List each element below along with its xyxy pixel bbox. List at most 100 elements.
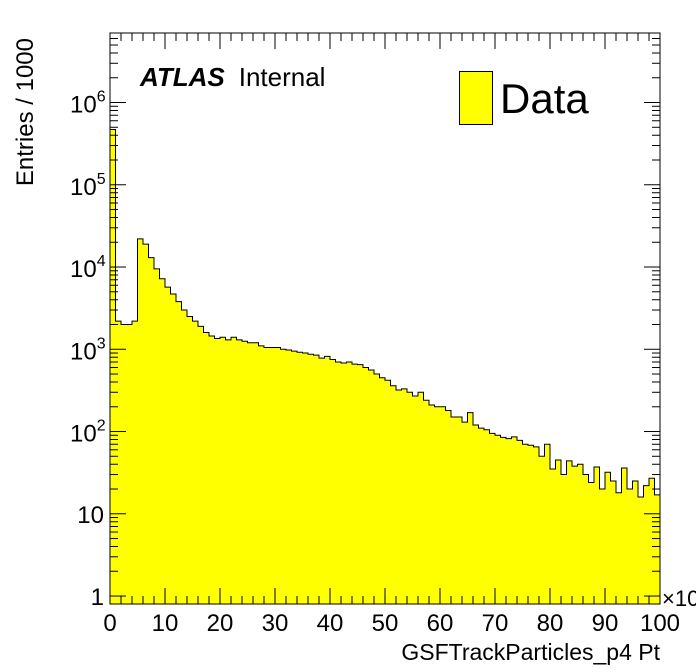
y-tick-labels: 1 10 102 103 104 105 106	[70, 89, 106, 612]
histogram-bar	[110, 129, 116, 605]
histogram-bar	[456, 417, 463, 604]
histogram-bar	[209, 335, 215, 604]
histogram-bar	[137, 238, 144, 604]
histogram-bar	[390, 385, 397, 604]
histogram-bar	[555, 460, 562, 604]
histogram-bar	[352, 364, 358, 604]
histogram-bar	[594, 467, 600, 604]
histogram-bars	[110, 129, 661, 605]
histogram-bar	[159, 278, 166, 604]
histogram-bar	[176, 301, 182, 604]
histogram-bar	[473, 425, 479, 604]
histogram-bar	[599, 489, 606, 604]
histogram-bar	[341, 363, 347, 604]
histogram-bar	[418, 392, 424, 604]
x-tick-label: 20	[207, 610, 234, 637]
histogram-bar	[335, 362, 342, 604]
x-tick-label: 80	[537, 610, 564, 637]
histogram-outline	[109, 128, 661, 604]
histogram-bar	[170, 293, 177, 604]
histogram-bar	[253, 342, 259, 604]
histogram-bar	[154, 268, 160, 604]
histogram-bar	[280, 349, 287, 604]
histogram-bar	[275, 347, 281, 604]
atlas-label: ATLAS Internal	[140, 62, 325, 93]
atlas-experiment-label: ATLAS	[140, 62, 225, 92]
histogram-bar	[231, 337, 237, 604]
histogram-bar	[379, 377, 386, 604]
x-tick-labels: 0 10 20 30 40 50 60 70 80 90 100	[103, 610, 680, 637]
x-tick-label: 0	[103, 610, 116, 637]
histogram-bar	[616, 492, 622, 604]
histogram-bar	[423, 400, 430, 604]
histogram-bar	[412, 396, 419, 604]
histogram-bar	[429, 405, 435, 604]
histogram-bar	[126, 324, 133, 604]
histogram-bar	[374, 374, 380, 604]
histogram-bar	[484, 429, 490, 604]
histogram-bar	[297, 352, 303, 604]
x-tick-label: 90	[592, 610, 619, 637]
histogram-bar	[203, 332, 210, 604]
histogram-bar	[440, 406, 446, 604]
histogram-bar	[187, 316, 193, 604]
histogram-bar	[225, 339, 232, 604]
histogram-bar	[445, 410, 452, 604]
histogram-bar	[121, 324, 127, 604]
histogram-bar	[324, 356, 331, 604]
histogram-bar	[242, 341, 248, 604]
x-tick-label: 10	[152, 610, 179, 637]
histogram-bar	[478, 428, 485, 604]
histogram-bar	[462, 422, 468, 604]
x-tick-label: 50	[372, 610, 399, 637]
histogram-bar	[528, 445, 534, 604]
histogram-bar	[632, 481, 639, 604]
histogram-bar	[610, 481, 617, 604]
histogram-bar	[533, 446, 540, 604]
histogram-bar	[192, 321, 199, 604]
histogram-bar	[346, 362, 353, 604]
histogram-bar	[451, 417, 457, 604]
x-tick-label: 60	[427, 610, 454, 637]
y-tick-label: 102	[70, 418, 106, 448]
x-tick-label: 100	[640, 610, 680, 637]
histogram-bar	[220, 337, 226, 604]
histogram-bar	[132, 321, 138, 604]
histogram-bar	[286, 349, 292, 604]
histogram-bar	[649, 478, 655, 604]
x-axis-multiplier: ×10³	[662, 586, 696, 611]
histogram-bar	[550, 469, 556, 604]
histogram-bar	[434, 406, 441, 604]
histogram-bar	[572, 466, 578, 604]
x-tick-label: 30	[262, 610, 289, 637]
histogram-bar	[396, 389, 402, 604]
y-tick-label: 1	[91, 584, 104, 611]
histogram-bar	[654, 494, 661, 604]
histogram-bar	[621, 468, 628, 604]
histogram-bar	[115, 321, 122, 604]
histogram-bar	[522, 444, 529, 604]
y-tick-label: 10	[77, 502, 104, 529]
histogram-bar	[258, 345, 265, 604]
histogram-bar	[467, 412, 474, 604]
histogram-bar	[517, 440, 523, 604]
histogram-bar	[407, 392, 413, 604]
histogram-bar	[588, 482, 595, 604]
histogram-bar	[401, 388, 408, 604]
histogram-bar	[214, 338, 221, 604]
histogram-bar	[638, 496, 644, 604]
y-tick-label: 103	[70, 335, 106, 365]
histogram-bar	[605, 472, 611, 604]
histogram-bar	[566, 460, 573, 604]
legend-label: Data	[500, 75, 589, 122]
axis-ticks	[109, 32, 661, 604]
histogram-bar	[357, 364, 364, 604]
histogram-bar	[627, 489, 633, 604]
histogram-bar	[643, 485, 650, 604]
histogram-bar	[165, 287, 171, 604]
histogram-bar	[264, 347, 270, 604]
x-tick-label: 70	[482, 610, 509, 637]
histogram-bar	[495, 435, 501, 604]
histogram-bar	[198, 326, 204, 604]
